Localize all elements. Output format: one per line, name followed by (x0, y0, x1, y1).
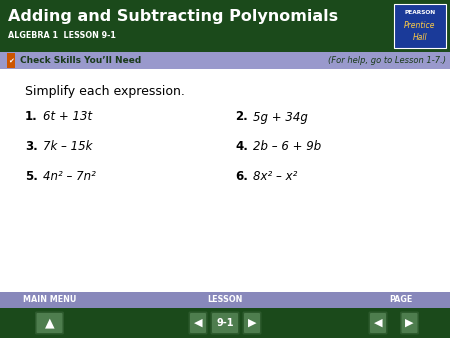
FancyBboxPatch shape (35, 312, 64, 335)
FancyBboxPatch shape (243, 312, 261, 335)
FancyBboxPatch shape (190, 313, 206, 333)
Text: Simplify each expression.: Simplify each expression. (25, 84, 185, 97)
Text: ◀: ◀ (374, 318, 382, 328)
Text: 5.: 5. (25, 170, 38, 184)
Text: 2.: 2. (235, 111, 248, 123)
Text: ✔: ✔ (8, 57, 14, 64)
Text: (For help, go to Lesson 1-7.): (For help, go to Lesson 1-7.) (328, 56, 446, 65)
Text: 5g + 34g: 5g + 34g (253, 111, 308, 123)
FancyBboxPatch shape (370, 313, 386, 333)
FancyBboxPatch shape (211, 312, 239, 335)
Bar (0, 0, 450, 52)
Text: MAIN MENU: MAIN MENU (23, 295, 76, 305)
Text: ▶: ▶ (248, 318, 256, 328)
Text: 4n² – 7n²: 4n² – 7n² (43, 170, 96, 184)
Text: Hall: Hall (413, 32, 428, 42)
Text: ◀: ◀ (194, 318, 202, 328)
FancyBboxPatch shape (212, 313, 238, 333)
Text: 6.: 6. (235, 170, 248, 184)
Text: Check Skills You’ll Need: Check Skills You’ll Need (20, 56, 141, 65)
Text: 7k – 15k: 7k – 15k (43, 141, 92, 153)
Text: ▲: ▲ (45, 316, 54, 330)
Text: PEARSON: PEARSON (405, 10, 436, 16)
FancyBboxPatch shape (400, 312, 419, 335)
FancyBboxPatch shape (7, 53, 15, 68)
FancyBboxPatch shape (244, 313, 260, 333)
FancyBboxPatch shape (189, 312, 207, 335)
Text: 6t + 13t: 6t + 13t (43, 111, 92, 123)
FancyBboxPatch shape (36, 313, 63, 333)
Bar (0, 292, 450, 308)
Text: PAGE: PAGE (389, 295, 412, 305)
Text: 2b – 6 + 9b: 2b – 6 + 9b (253, 141, 321, 153)
Text: Prentice: Prentice (404, 22, 436, 30)
FancyBboxPatch shape (401, 313, 418, 333)
Text: 8x² – x²: 8x² – x² (253, 170, 297, 184)
Text: Adding and Subtracting Polynomials: Adding and Subtracting Polynomials (8, 9, 338, 24)
FancyBboxPatch shape (369, 312, 387, 335)
Bar (0, 308, 450, 338)
Text: 4.: 4. (235, 141, 248, 153)
Text: ALGEBRA 1  LESSON 9-1: ALGEBRA 1 LESSON 9-1 (8, 30, 116, 40)
Text: 3.: 3. (25, 141, 38, 153)
Text: LESSON: LESSON (207, 295, 243, 305)
Bar (394, 4, 446, 48)
Bar (0, 52, 450, 69)
Text: 9-1: 9-1 (216, 318, 234, 328)
Text: 1.: 1. (25, 111, 38, 123)
Bar (0, 69, 450, 292)
Text: ▶: ▶ (405, 318, 414, 328)
